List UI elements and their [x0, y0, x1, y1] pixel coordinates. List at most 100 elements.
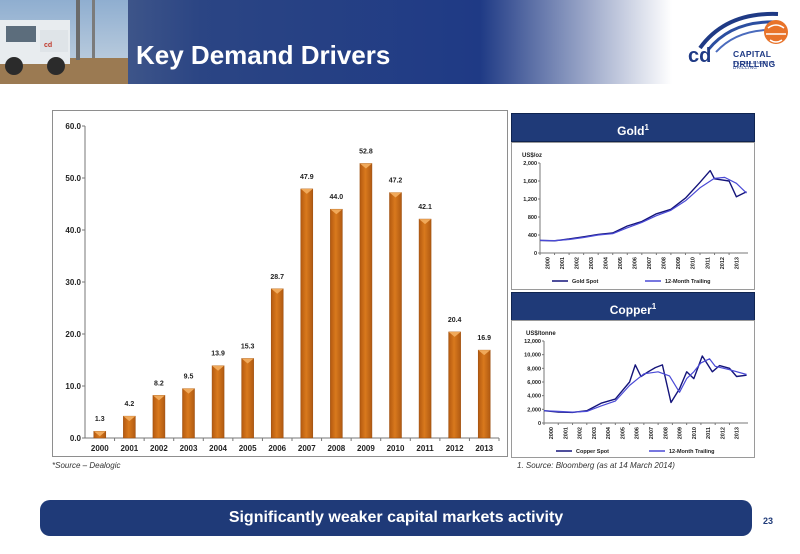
copper-chart-svg: US$/tonne 0 2,000 4,000 6,000 8,000 10,000 12,0…: [524, 331, 748, 455]
deal-value-bar-chart: 0.0 10.0 20.0 30.0 40.0 50.0 60.0 1.3 2000 4.2 200…: [52, 110, 508, 457]
trailing-average-line: [539, 176, 747, 242]
x-tick-label: 2008: [327, 444, 345, 453]
x-tick-label: 2004: [606, 426, 612, 439]
copper-header-label: Copper: [609, 303, 652, 317]
x-tick-label: 2012: [720, 427, 726, 439]
bar-cap: [389, 192, 402, 198]
bar: [152, 395, 166, 439]
bar-data-label: 15.3: [241, 343, 255, 350]
bar-data-label: 42.1: [418, 204, 432, 211]
y-tick-label: 50.0: [65, 174, 81, 183]
x-tick-label: 2003: [589, 257, 595, 269]
x-tick-label: 2000: [549, 427, 555, 439]
drilling-truck-photo: cd: [0, 0, 128, 84]
x-tick-label: 2010: [387, 444, 405, 453]
bar: [418, 218, 432, 439]
y-tick-label: 10,000: [524, 353, 541, 359]
x-tick-label: 2013: [735, 427, 741, 439]
y-axis-unit-label: US$/oz: [522, 153, 542, 159]
x-tick-label: 2010: [691, 257, 697, 269]
x-tick-label: 2006: [268, 444, 286, 453]
bar-cap: [123, 416, 136, 422]
y-tick-label: 30.0: [65, 278, 81, 287]
bar-data-label: 8.2: [154, 380, 164, 387]
bar-chart-svg: 0.0 10.0 20.0 30.0 40.0 50.0 60.0 1.3 2000 4.2 200…: [65, 122, 500, 453]
x-tick-label: 2004: [603, 256, 609, 269]
bar-cap: [330, 209, 343, 215]
x-tick-label: 2001: [120, 444, 138, 453]
bar: [359, 163, 373, 439]
slide-title: Key Demand Drivers: [136, 40, 391, 70]
bar-data-label: 4.2: [124, 401, 134, 408]
x-tick-label: 2008: [663, 427, 669, 439]
bar-cap: [182, 388, 195, 394]
bar: [241, 358, 254, 439]
x-tick-label: 2006: [635, 427, 641, 439]
y-tick-label: 6,000: [527, 380, 541, 386]
y-tick-label: 2,000: [527, 407, 541, 413]
y-tick-label: 12,000: [524, 339, 541, 345]
x-tick-label: 2011: [416, 444, 434, 453]
x-tick-label: 2002: [150, 444, 168, 453]
y-tick-label: 60.0: [65, 122, 81, 131]
x-tick-label: 2006: [633, 257, 639, 269]
bar: [389, 192, 402, 439]
y-tick-label: 40.0: [65, 226, 81, 235]
x-tick-label: 2002: [574, 257, 580, 269]
bar-data-label: 1.3: [95, 416, 105, 423]
bar: [182, 388, 195, 439]
bar-cap: [241, 358, 254, 364]
bar: [211, 365, 225, 439]
x-tick-label: 2009: [357, 444, 375, 453]
bar-cap: [478, 350, 491, 356]
spot-price-line: [543, 355, 747, 414]
x-tick-label: 2001: [560, 257, 566, 269]
bar-cap: [152, 395, 165, 401]
x-tick-label: 2010: [692, 427, 698, 439]
x-tick-label: 2007: [649, 427, 655, 439]
gold-price-chart: US$/oz 0 400 800 1,200 1,600 2,000 2000 2001 2002…: [511, 142, 755, 290]
svg-text:cd: cd: [44, 42, 52, 49]
bar: [270, 288, 284, 439]
x-tick-label: 2009: [676, 257, 682, 269]
x-tick-label: 2007: [647, 257, 653, 269]
copper-header: Copper1: [511, 292, 755, 321]
y-tick-label: 0.0: [70, 434, 82, 443]
bar-data-label: 44.0: [330, 194, 344, 201]
x-tick-label: 2005: [239, 444, 257, 453]
x-tick-label: 2002: [578, 427, 584, 439]
y-tick-label: 4,000: [527, 394, 541, 400]
gold-header-label: Gold: [617, 124, 645, 138]
x-tick-label: 2005: [620, 427, 626, 439]
bar: [448, 331, 461, 439]
bar-data-label: 28.7: [270, 274, 284, 281]
x-tick-label: 2007: [298, 444, 316, 453]
logo-mark: cd: [688, 45, 711, 67]
x-tick-label: 2009: [678, 427, 684, 439]
bar-data-label: 52.8: [359, 148, 373, 155]
x-tick-label: 2003: [180, 444, 198, 453]
trailing-average-line: [543, 358, 747, 413]
bar-cap: [448, 331, 461, 337]
bar-cap: [93, 431, 106, 437]
y-tick-label: 1,200: [523, 197, 537, 203]
bar-data-label: 9.5: [184, 374, 194, 381]
header-band: cd Key Demand Drivers cd CAPITAL DRILLIN…: [0, 0, 800, 84]
x-tick-label: 2005: [618, 257, 624, 269]
bar-data-label: 47.9: [300, 174, 314, 181]
bar: [330, 208, 343, 439]
x-tick-label: 2013: [475, 444, 493, 453]
legend-label: 12-Month Trailing: [669, 449, 715, 455]
copper-price-chart: US$/tonne 0 2,000 4,000 6,000 8,000 10,000 12,0…: [511, 320, 755, 458]
logo-name: CAPITAL DRILLING: [733, 49, 776, 69]
bar-data-label: 47.2: [389, 178, 403, 185]
x-tick-label: 2000: [545, 257, 551, 269]
y-tick-label: 0: [538, 421, 541, 427]
bar-cap: [419, 219, 432, 225]
bar: [300, 188, 314, 439]
bar-data-label: 20.4: [448, 317, 462, 324]
gold-chart-svg: US$/oz 0 400 800 1,200 1,600 2,000 2000 2001 2002…: [522, 153, 748, 285]
y-axis-unit-label: US$/tonne: [526, 331, 556, 337]
bar-data-label: 16.9: [477, 335, 491, 342]
y-tick-label: 20.0: [65, 330, 81, 339]
